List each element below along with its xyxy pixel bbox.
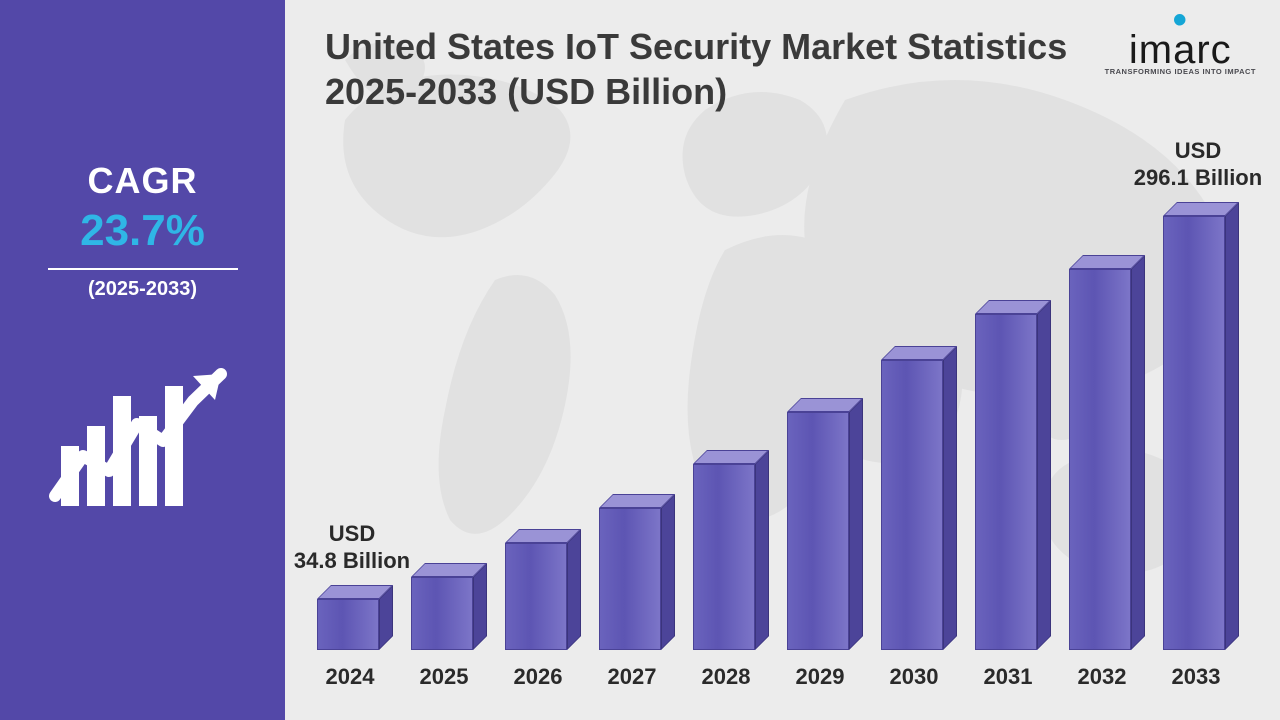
divider [48, 268, 238, 270]
cagr-label: CAGR [88, 160, 198, 202]
cagr-value: 23.7% [80, 206, 205, 256]
growth-chart-icon [43, 346, 243, 526]
brand-logo: • imarc TRANSFORMING IDEAS INTO IMPACT [1105, 12, 1256, 76]
bar [1069, 255, 1145, 650]
sidebar-panel: CAGR 23.7% (2025-2033) [0, 0, 285, 720]
x-label: 2028 [687, 664, 765, 690]
bar [599, 494, 675, 650]
main-panel: United States IoT Security Market Statis… [285, 0, 1280, 720]
x-label: 2031 [969, 664, 1047, 690]
x-label: 2032 [1063, 664, 1141, 690]
value-callout: USD34.8 Billion [285, 520, 427, 575]
logo-tagline: TRANSFORMING IDEAS INTO IMPACT [1105, 67, 1256, 76]
chart-title: United States IoT Security Market Statis… [325, 24, 1085, 114]
logo-dot-icon: • [1105, 12, 1256, 28]
value-callout: USD296.1 Billion [1123, 137, 1273, 192]
x-label: 2026 [499, 664, 577, 690]
bar [1163, 202, 1239, 650]
logo-text: • imarc [1105, 12, 1256, 73]
bar-chart: 2024 2025 2026 2027 2028 2029 2030 2031 2032 2033… [305, 140, 1265, 700]
bar [317, 585, 393, 650]
plot-area [305, 150, 1265, 650]
bar [975, 300, 1051, 650]
x-label: 2030 [875, 664, 953, 690]
x-label: 2025 [405, 664, 483, 690]
x-label: 2027 [593, 664, 671, 690]
bar [787, 398, 863, 650]
x-label: 2029 [781, 664, 859, 690]
bar [881, 346, 957, 650]
x-label: 2024 [311, 664, 389, 690]
bar [693, 450, 769, 650]
bar [505, 529, 581, 650]
x-label: 2033 [1157, 664, 1235, 690]
bar [411, 563, 487, 650]
cagr-period: (2025-2033) [88, 278, 197, 301]
